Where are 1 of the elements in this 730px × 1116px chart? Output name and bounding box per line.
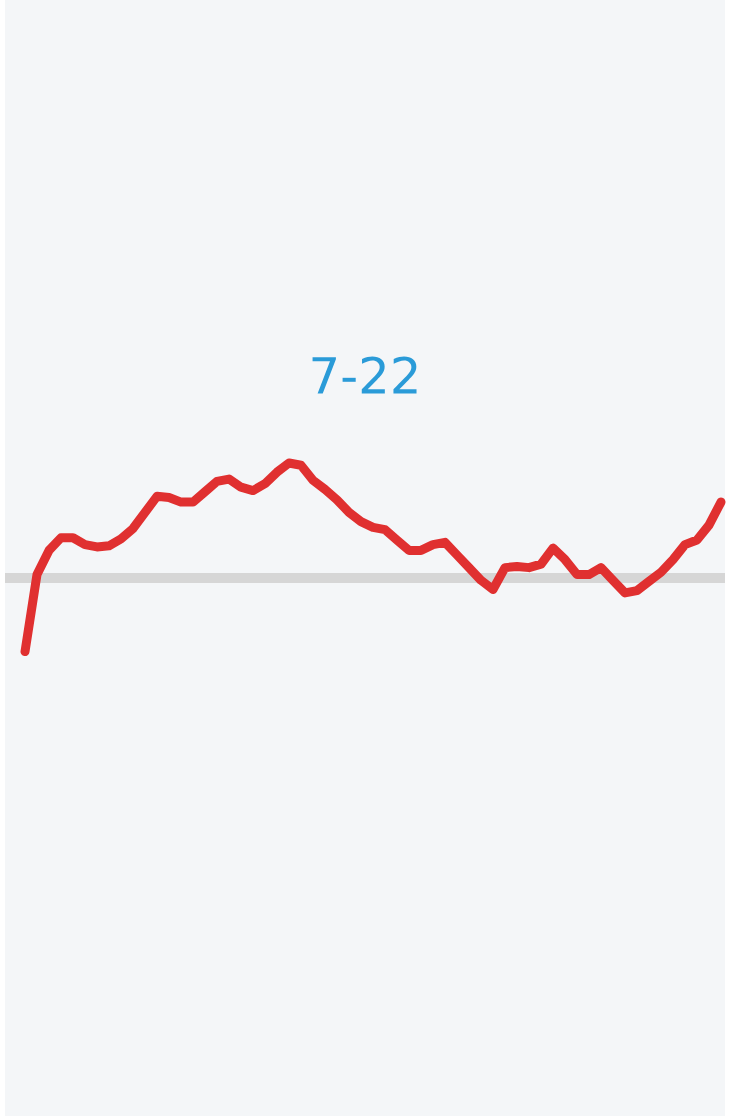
chart-title: 7-22 — [312, 356, 417, 394]
